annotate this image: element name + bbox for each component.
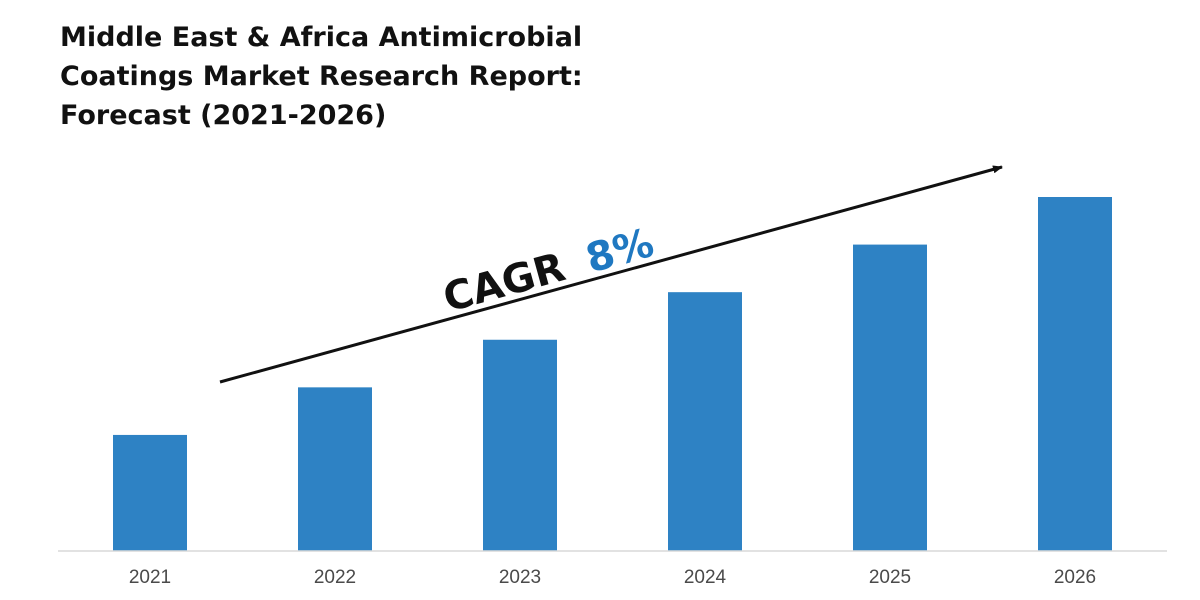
bar-2021 xyxy=(113,434,187,551)
x-tick-labels: 2021 2022 2023 2024 2025 2026 xyxy=(129,567,1096,588)
bar-2023 xyxy=(483,339,557,551)
cagr-trend-arrow xyxy=(219,165,1003,384)
bars-group xyxy=(113,197,1112,551)
bar-2022 xyxy=(298,387,372,551)
bar-2024 xyxy=(668,292,742,551)
bar-2026 xyxy=(1038,197,1112,551)
x-tick-label-2022: 2022 xyxy=(314,567,356,588)
bar-2025 xyxy=(853,244,927,551)
x-tick-label-2026: 2026 xyxy=(1054,567,1096,588)
x-tick-label-2023: 2023 xyxy=(499,567,541,588)
chart-title: Middle East & Africa Antimicrobial Coati… xyxy=(60,22,583,131)
x-tick-label-2024: 2024 xyxy=(684,567,727,588)
x-tick-label-2025: 2025 xyxy=(869,567,911,588)
cagr-label: CAGR xyxy=(438,244,570,321)
x-tick-label-2021: 2021 xyxy=(129,567,171,588)
cagr-value: 8% xyxy=(581,220,659,282)
cagr-annotation: CAGR 8% xyxy=(438,220,658,322)
